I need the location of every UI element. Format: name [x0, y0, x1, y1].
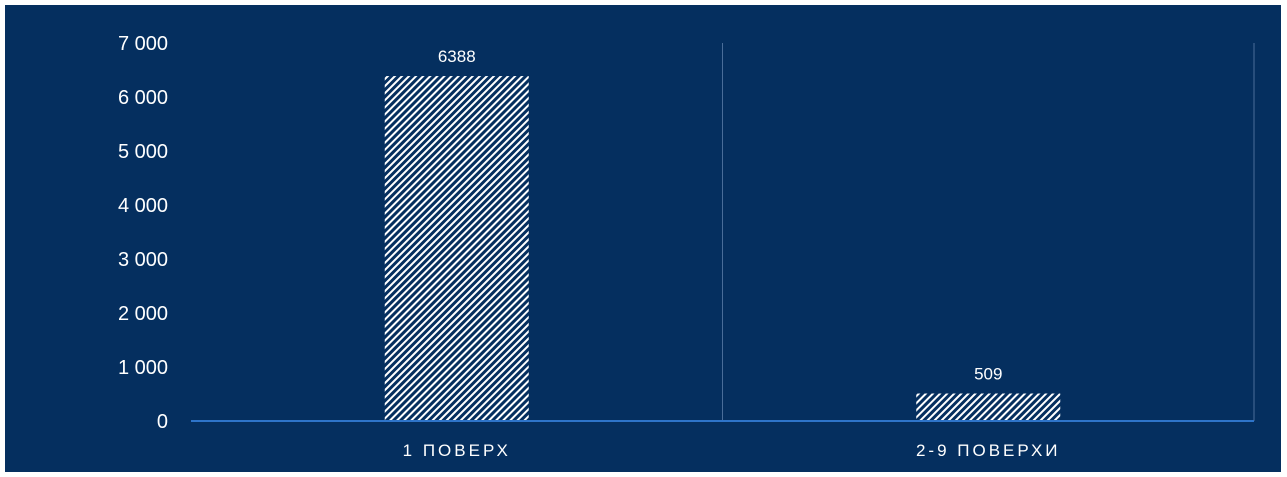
category-separators — [722, 43, 1255, 421]
y-tick-label: 7 000 — [118, 33, 168, 55]
data-labels: 6388 509 — [438, 47, 1003, 383]
y-tick-label: 4 000 — [118, 195, 168, 217]
bar-chart: 0 1 000 2 000 3 000 4 000 5 000 6 000 7 000 638… — [5, 5, 1281, 472]
y-axis-ticks: 0 1 000 2 000 3 000 4 000 5 000 6 000 7 000 — [118, 33, 168, 433]
chart-panel: 0 1 000 2 000 3 000 4 000 5 000 6 000 7 000 638… — [5, 5, 1281, 472]
data-label: 509 — [974, 365, 1002, 384]
y-tick-label: 6 000 — [118, 87, 168, 109]
y-tick-label: 3 000 — [118, 249, 168, 271]
data-label: 6388 — [438, 47, 476, 66]
x-axis-labels: 1 ПОВЕРХ 2-9 ПОВЕРХИ — [403, 441, 1061, 460]
chart-background — [5, 5, 1281, 472]
bars — [384, 76, 1061, 421]
bar — [916, 393, 1061, 421]
y-tick-label: 1 000 — [118, 357, 168, 379]
y-tick-label: 0 — [157, 411, 168, 433]
x-tick-label: 2-9 ПОВЕРХИ — [916, 441, 1061, 460]
y-tick-label: 2 000 — [118, 303, 168, 325]
x-tick-label: 1 ПОВЕРХ — [403, 441, 511, 460]
y-tick-label: 5 000 — [118, 141, 168, 163]
bar — [384, 76, 529, 421]
